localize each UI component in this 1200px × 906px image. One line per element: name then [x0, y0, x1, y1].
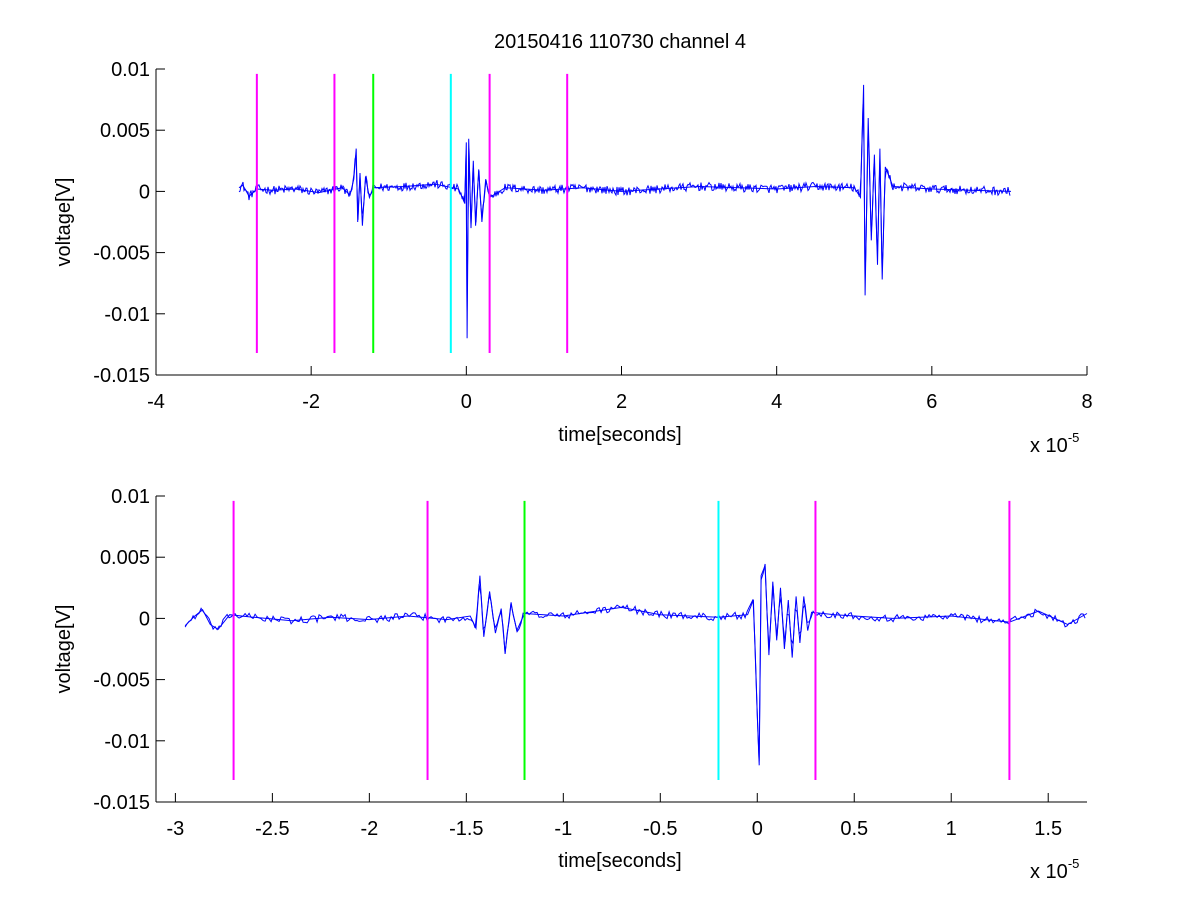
top-y-tick-label: -0.01 — [104, 304, 150, 326]
bottom-x-axis-label: time[seconds] — [558, 850, 681, 872]
bottom-y-axis-label: voltage[V] — [53, 605, 75, 694]
top-signal-peaks — [238, 84, 1012, 339]
top-x-tick-label: -4 — [147, 391, 165, 413]
top-y-tick-label: -0.015 — [93, 365, 150, 387]
figure-title: 20150416 110730 channel 4 — [494, 31, 746, 53]
bottom-y-tick-label: 0 — [139, 608, 150, 630]
bottom-x-tick-label: -1 — [554, 818, 572, 840]
top-x-tick-label: -2 — [302, 391, 320, 413]
top-x-axis-label: time[seconds] — [558, 424, 681, 446]
top-x-multiplier-base: x 10 — [1030, 435, 1068, 457]
bottom-subplot: time[seconds] voltage[V] x 10-5 -0.015 -0… — [53, 486, 1088, 883]
bottom-x-tick-label: -2.5 — [255, 818, 289, 840]
top-x-tick-label: 6 — [926, 391, 937, 413]
bottom-y-tick-label: -0.01 — [104, 731, 150, 753]
bottom-signal-peaks — [184, 565, 1088, 766]
bottom-y-tick-label: -0.015 — [93, 792, 150, 814]
top-x-tick-label: 2 — [616, 391, 627, 413]
bottom-x-multiplier-exponent: -5 — [1068, 856, 1080, 871]
top-y-tick-label: 0.01 — [111, 59, 150, 81]
top-x-tick-label: 4 — [771, 391, 782, 413]
bottom-x-tick-label: -1.5 — [449, 818, 483, 840]
top-y-tick-label: -0.005 — [93, 243, 150, 265]
top-y-axis-label: voltage[V] — [53, 178, 75, 267]
bottom-y-tick-label: 0.005 — [100, 547, 150, 569]
top-x-multiplier: x 10-5 — [1030, 430, 1079, 457]
top-x-tick-label: 0 — [461, 391, 472, 413]
top-subplot: 20150416 110730 channel 4 time[seconds] … — [53, 31, 1093, 457]
bottom-signal-trace — [184, 563, 1086, 762]
bottom-x-multiplier: x 10-5 — [1030, 856, 1079, 883]
top-x-multiplier-exponent: -5 — [1068, 430, 1080, 445]
bottom-x-tick-label: 0 — [752, 818, 763, 840]
bottom-x-tick-label: -0.5 — [643, 818, 677, 840]
bottom-y-tick-label: 0.01 — [111, 486, 150, 508]
bottom-x-tick-label: 1.5 — [1034, 818, 1062, 840]
bottom-x-multiplier-base: x 10 — [1030, 861, 1068, 883]
bottom-x-tick-label: 0.5 — [840, 818, 868, 840]
top-x-tick-label: 8 — [1081, 391, 1092, 413]
top-y-tick-label: 0.005 — [100, 120, 150, 142]
bottom-x-tick-label: -3 — [166, 818, 184, 840]
bottom-x-tick-label: 1 — [946, 818, 957, 840]
top-y-tick-label: 0 — [139, 181, 150, 203]
bottom-x-tick-label: -2 — [360, 818, 378, 840]
bottom-y-tick-label: -0.005 — [93, 670, 150, 692]
